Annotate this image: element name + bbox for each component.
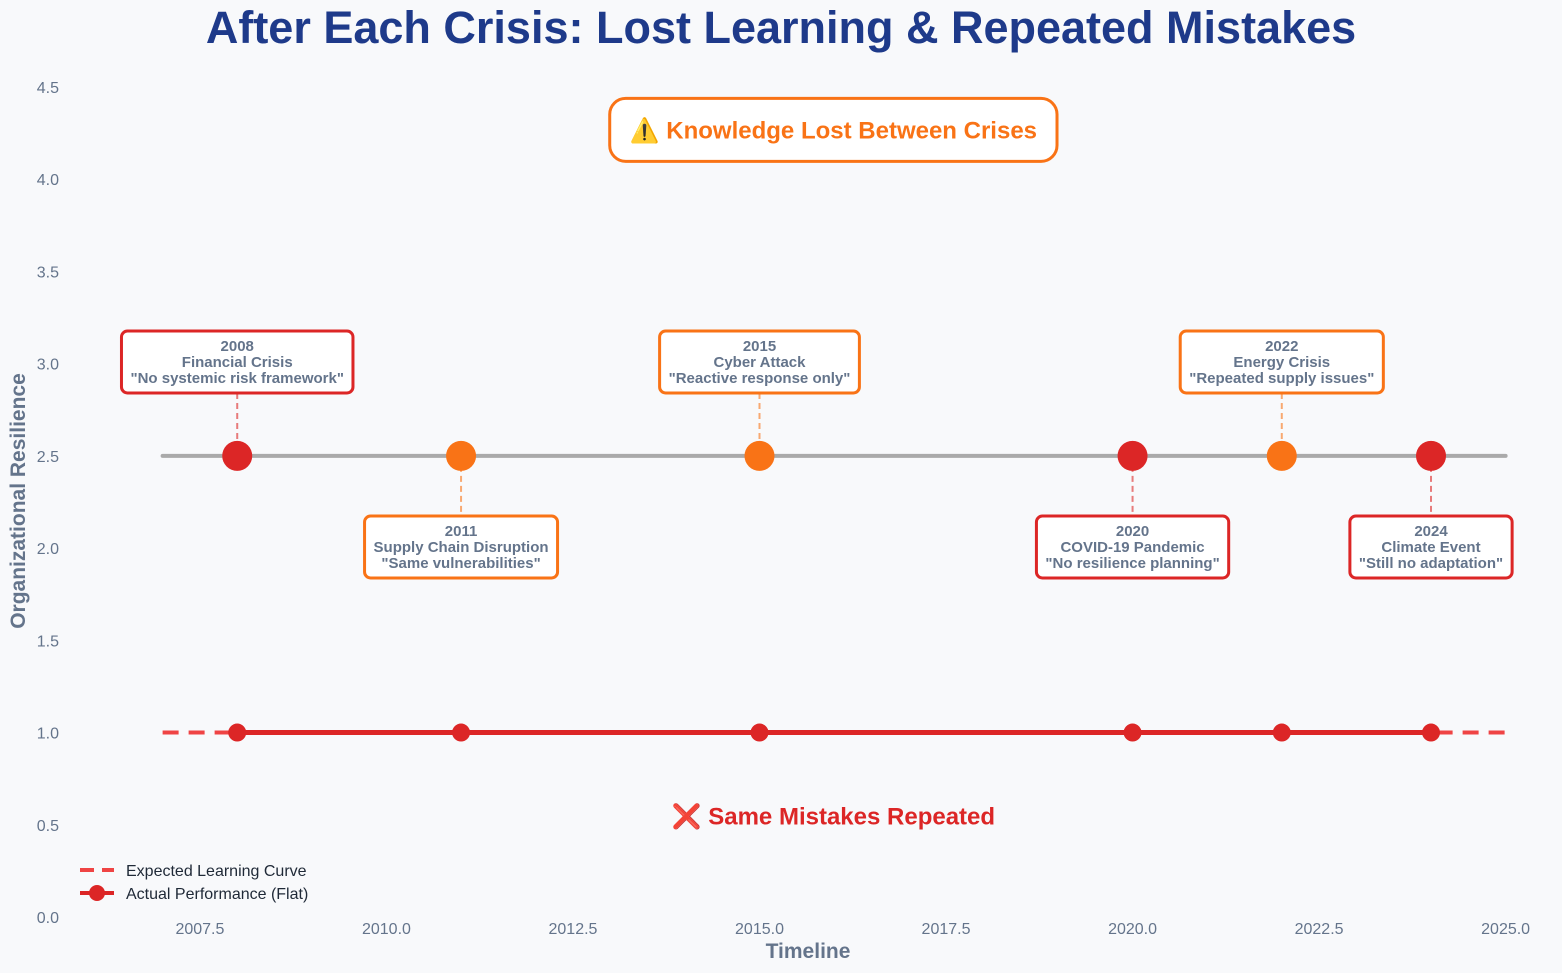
y-tick-label: 0.0: [37, 910, 59, 927]
actual-performance-point: [750, 723, 769, 742]
x-tick-label: 2012.5: [549, 921, 598, 938]
y-tick-label: 2.0: [37, 541, 59, 558]
x-tick-label: 2010.0: [362, 921, 411, 938]
actual-performance-point: [228, 723, 247, 742]
crisis-year: 2022: [1265, 338, 1298, 355]
crisis-name: Climate Event: [1381, 539, 1480, 556]
legend-entry-label: Expected Learning Curve: [126, 863, 307, 880]
crisis-label-box: [1348, 514, 1514, 580]
crisis-name: Cyber Attack: [714, 354, 807, 371]
knowledge-lost-box: [608, 96, 1059, 163]
crisis-marker: [1416, 440, 1447, 471]
y-tick-label: 0.5: [37, 818, 59, 835]
annotation-layer: ⚠️ Knowledge Lost Between Crises ❌ Same M…: [608, 96, 1059, 831]
crisis-label-box: [658, 329, 861, 395]
crisis-marker: [1117, 440, 1148, 471]
x-tick-label: 2025.0: [1481, 921, 1530, 938]
crisis-year: 2015: [743, 338, 776, 355]
x-axis-label: Timeline: [766, 940, 851, 963]
mistakes-repeated-annotation: ❌ Same Mistakes Repeated: [672, 803, 995, 831]
crisis-quote: "No resilience planning": [1045, 555, 1219, 572]
crisis-name: COVID-19 Pandemic: [1060, 539, 1204, 556]
crisis-year: 2011: [445, 523, 478, 540]
mistakes-repeated-text: ❌ Same Mistakes Repeated: [672, 803, 995, 831]
crisis-name: Financial Crisis: [182, 354, 293, 371]
y-tick-label: 2.5: [37, 449, 59, 466]
x-tick-label: 2015.0: [735, 921, 784, 938]
crisis-year: 2008: [221, 338, 254, 355]
x-tick-label: 2007.5: [175, 921, 224, 938]
actual-performance-point: [1272, 723, 1291, 742]
crisis-quote: "Still no adaptation": [1359, 555, 1503, 572]
actual-performance-point: [1123, 723, 1142, 742]
crisis-label-box: [1034, 514, 1231, 580]
legend-entry-label: Actual Performance (Flat): [126, 886, 308, 903]
series-layer: [162, 723, 1506, 742]
y-tick-label: 4.0: [37, 172, 59, 189]
y-tick-label: 1.5: [37, 633, 59, 650]
crisis-name: Energy Crisis: [1233, 354, 1330, 371]
y-tick-label: 3.0: [37, 357, 59, 374]
crisis-quote: "No systemic risk framework": [130, 370, 344, 387]
x-axis-ticks: 2007.5 2010.0 2012.5 2015.0 2017.5 2020.0 2022…: [175, 921, 1530, 938]
knowledge-lost-text: ⚠️ Knowledge Lost Between Crises: [630, 116, 1037, 144]
crisis-marker: [1266, 440, 1297, 471]
crisis-label-box: [1178, 329, 1385, 395]
crisis-year: 2024: [1414, 523, 1448, 540]
actual-performance-point: [1422, 723, 1441, 742]
y-tick-label: 3.5: [37, 264, 59, 281]
y-axis-ticks: 0.0 0.5 1.0 1.5 2.0 2.5 3.0 3.5 4.0 4.5: [37, 80, 59, 927]
crisis-year: 2020: [1116, 523, 1149, 540]
x-tick-label: 2017.5: [922, 921, 971, 938]
crisis-quote: "Reactive response only": [669, 370, 851, 387]
crisis-marker: [446, 440, 477, 471]
crisis-label-box: [363, 514, 560, 580]
crisis-label-box: [119, 329, 355, 395]
x-tick-label: 2020.0: [1108, 921, 1157, 938]
knowledge-lost-annotation: ⚠️ Knowledge Lost Between Crises: [608, 96, 1059, 163]
crisis-quote: "Repeated supply issues": [1189, 370, 1374, 387]
chart-title: After Each Crisis: Lost Learning & Repea…: [205, 2, 1357, 53]
legend-swatch-marker: [89, 885, 105, 901]
x-tick-label: 2022.5: [1295, 921, 1344, 938]
crisis-name: Supply Chain Disruption: [374, 539, 549, 556]
y-tick-label: 1.0: [37, 726, 59, 743]
crisis-quote: "Same vulnerabilities": [381, 555, 540, 572]
y-tick-label: 4.5: [37, 80, 59, 97]
crisis-marker: [744, 440, 775, 471]
actual-performance-point: [452, 723, 471, 742]
crisis-marker: [222, 440, 253, 471]
legend: Expected Learning Curve Actual Performanc…: [80, 863, 308, 903]
y-axis-label: Organizational Resilience: [7, 373, 30, 629]
